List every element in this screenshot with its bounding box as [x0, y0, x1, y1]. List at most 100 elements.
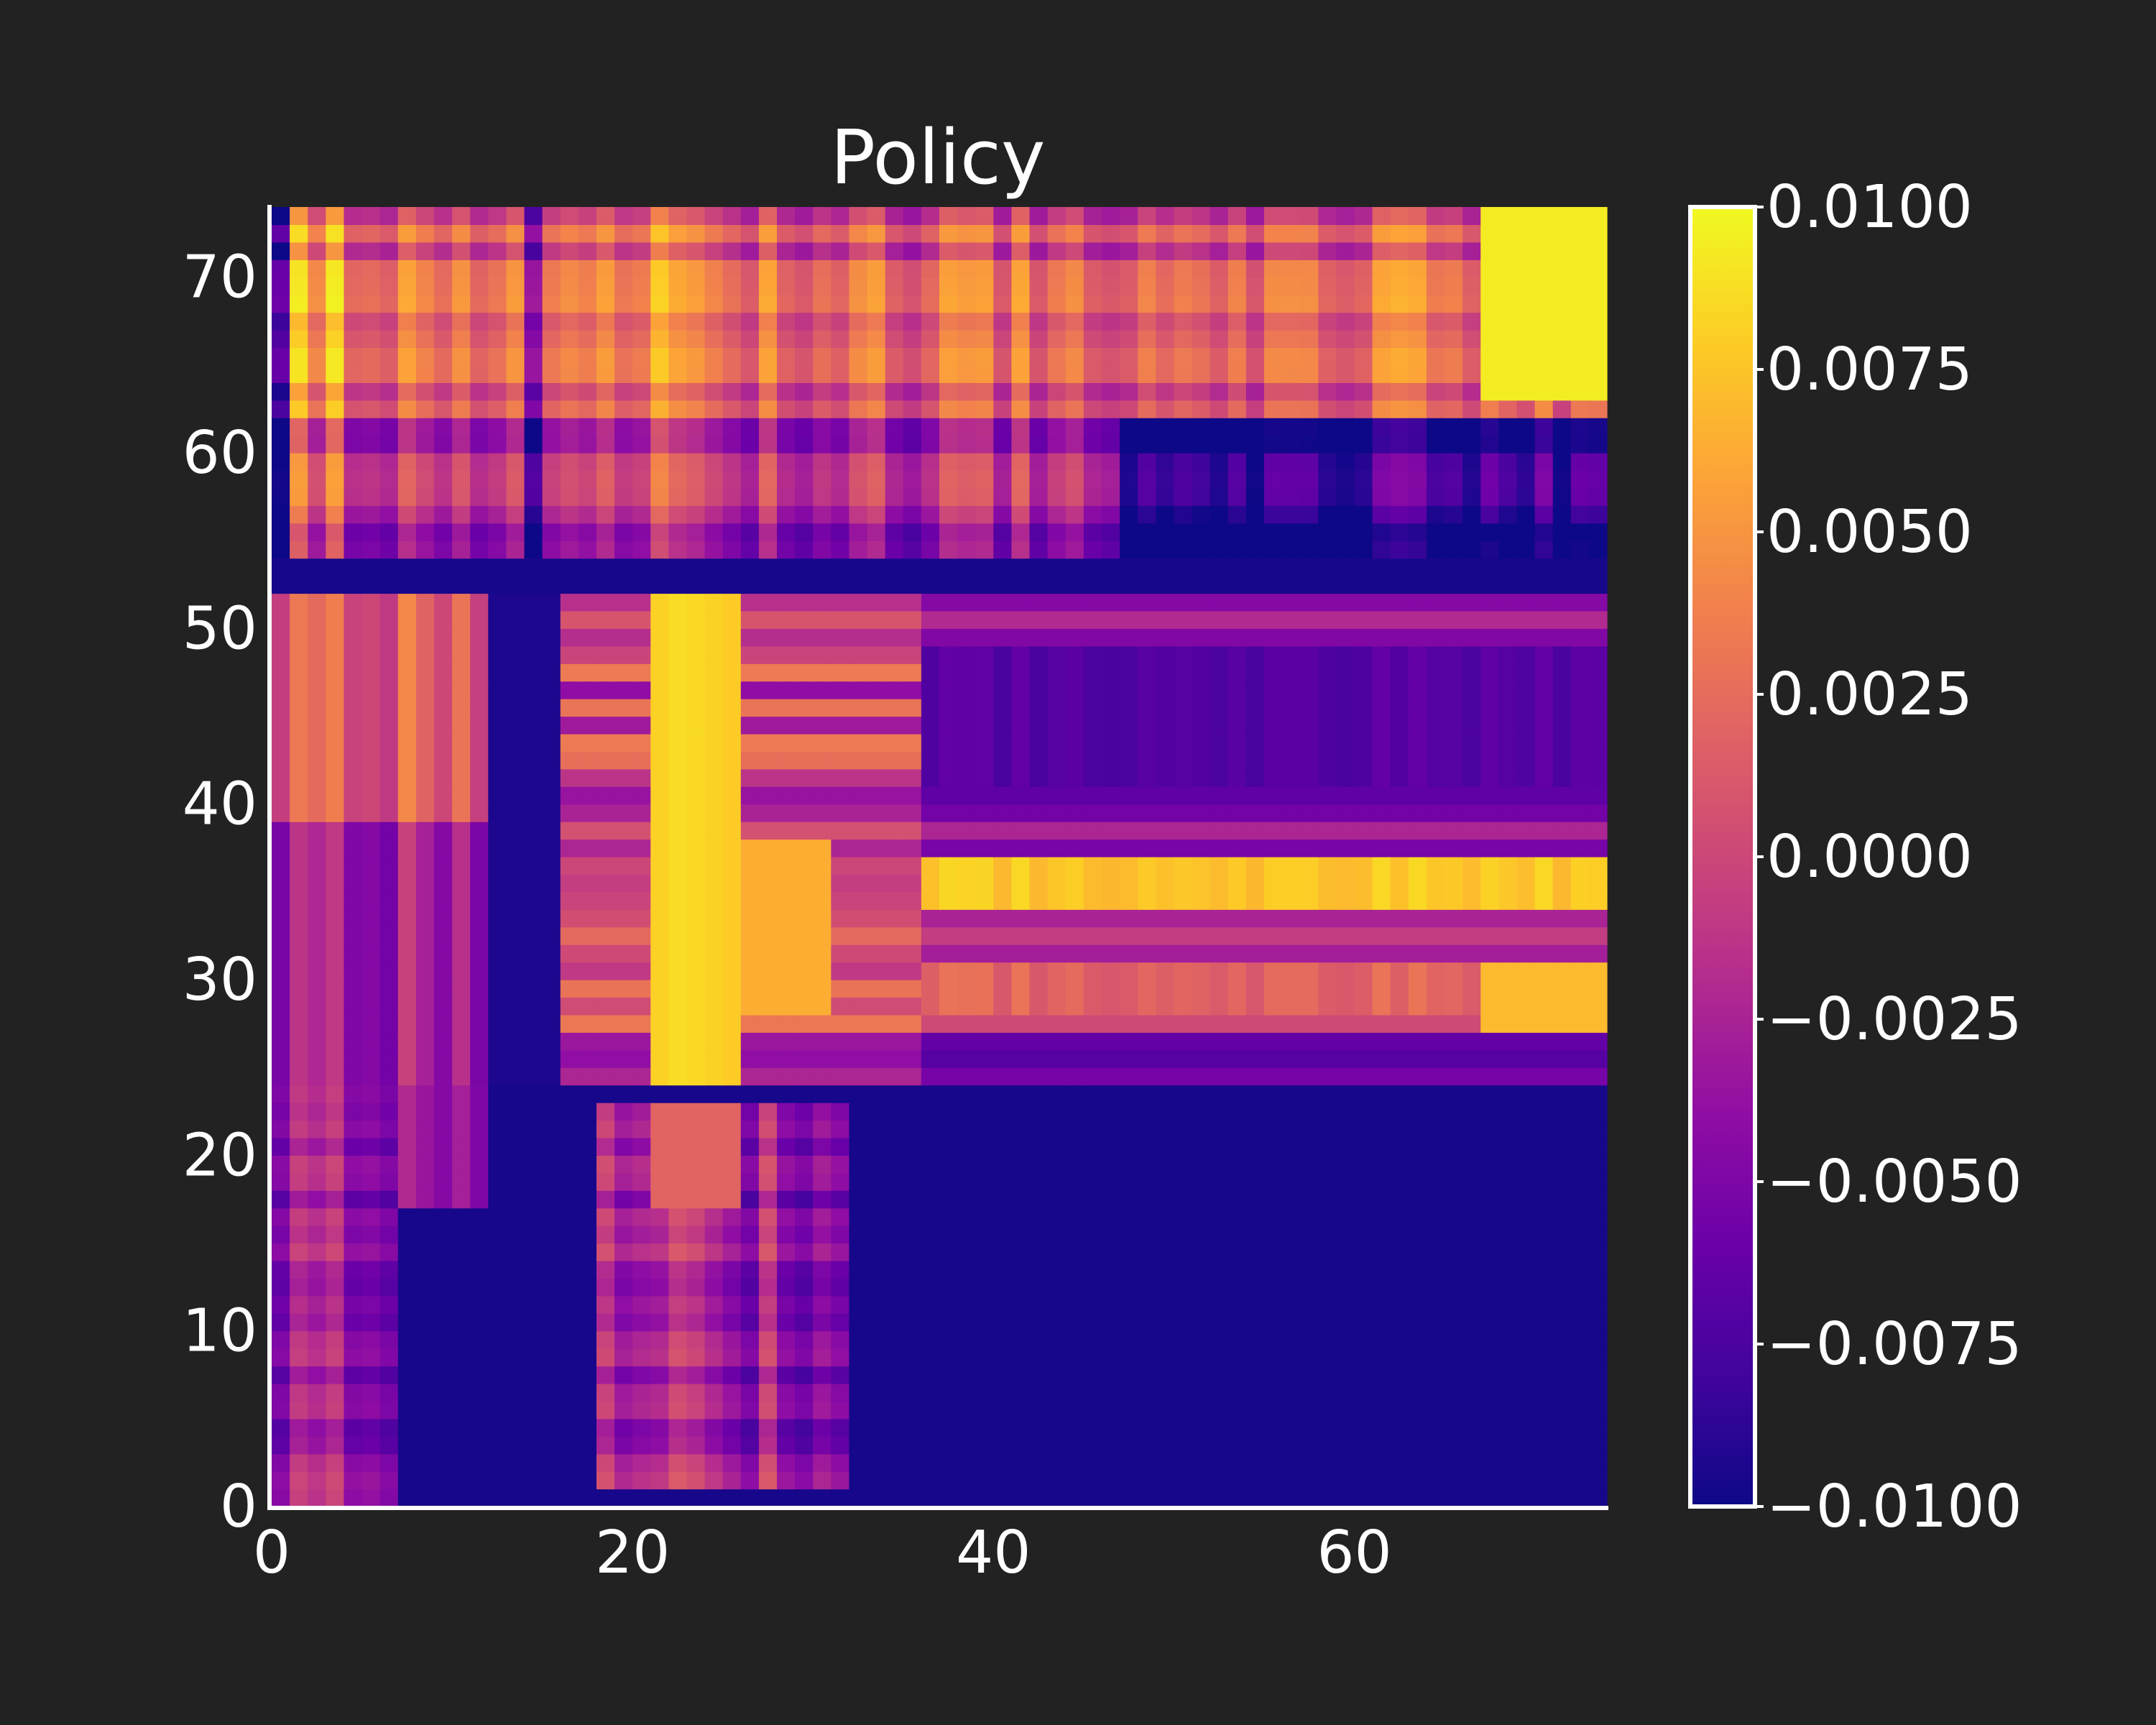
heatmap-cell: [1065, 470, 1084, 489]
heatmap-cell: [1462, 558, 1481, 576]
heatmap-cell: [397, 1137, 417, 1156]
heatmap-cell: [1156, 980, 1175, 998]
heatmap-cell: [740, 804, 760, 822]
heatmap-cell: [326, 628, 345, 647]
heatmap-cell: [1498, 610, 1518, 629]
heatmap-cell: [488, 540, 507, 559]
heatmap-cell: [1083, 716, 1102, 735]
heatmap-cell: [758, 576, 778, 594]
heatmap-cell: [831, 1137, 850, 1156]
heatmap-cell: [650, 453, 669, 472]
heatmap-cell: [1120, 663, 1138, 682]
heatmap-cell: [379, 1067, 399, 1086]
heatmap-cell: [1263, 576, 1283, 594]
heatmap-cell: [668, 1103, 688, 1121]
heatmap-cell: [524, 1225, 543, 1244]
heatmap-cell: [560, 487, 579, 506]
heatmap-cell: [903, 857, 922, 875]
heatmap-cell: [1336, 1401, 1355, 1420]
heatmap-cell: [1065, 857, 1084, 875]
heatmap-cell: [1120, 751, 1138, 770]
heatmap-cell: [1588, 505, 1608, 524]
heatmap-cell: [1354, 576, 1373, 594]
heatmap-cell: [1192, 593, 1211, 612]
heatmap-cell: [326, 944, 345, 963]
heatmap-cell: [578, 1137, 597, 1156]
heatmap-cell: [1516, 1243, 1536, 1261]
heatmap-cell: [1047, 857, 1067, 875]
heatmap-cell: [1372, 453, 1391, 472]
heatmap-cell: [1227, 980, 1247, 998]
heatmap-cell: [1138, 645, 1156, 664]
heatmap-cell: [975, 1278, 994, 1297]
heatmap-cell: [578, 716, 597, 735]
heatmap-cell: [452, 435, 471, 454]
heatmap-cell: [1156, 330, 1175, 349]
heatmap-cell: [1156, 1489, 1175, 1507]
heatmap-cell: [1445, 1032, 1463, 1051]
heatmap-cell: [1156, 1295, 1175, 1314]
heatmap-cell: [1083, 962, 1102, 980]
heatmap-cell: [1445, 1295, 1463, 1314]
heatmap-cell: [831, 997, 850, 1016]
heatmap-cell: [1318, 593, 1337, 612]
heatmap-cell: [1263, 909, 1283, 928]
heatmap-cell: [470, 786, 489, 805]
heatmap-cell: [1083, 1436, 1102, 1455]
heatmap-cell: [831, 980, 850, 998]
heatmap-cell: [361, 839, 381, 857]
heatmap-cell: [1192, 751, 1211, 770]
heatmap-cell: [1516, 1137, 1536, 1156]
heatmap-cell: [1588, 1014, 1608, 1033]
heatmap-cell: [849, 1103, 868, 1121]
heatmap-cell: [903, 733, 922, 752]
heatmap-cell: [1552, 804, 1572, 822]
heatmap-cell: [596, 1103, 615, 1121]
heatmap-cell: [596, 839, 615, 857]
heatmap-cell: [831, 1208, 850, 1226]
heatmap-cell: [1408, 418, 1427, 436]
heatmap-cell: [1588, 839, 1608, 857]
heatmap-cell: [849, 1295, 868, 1314]
heatmap-cell: [1282, 1032, 1301, 1051]
heatmap-cell: [795, 891, 814, 910]
heatmap-cell: [777, 1313, 796, 1332]
heatmap-cell: [1065, 1330, 1084, 1349]
heatmap-cell: [433, 505, 453, 524]
heatmap-cell: [777, 1348, 796, 1367]
heatmap-cell: [668, 980, 688, 998]
heatmap-cell: [524, 1243, 543, 1261]
heatmap-cell: [290, 1418, 308, 1437]
heatmap-cell: [1047, 1032, 1067, 1051]
heatmap-cell: [686, 576, 706, 594]
heatmap-cell: [1462, 980, 1481, 998]
heatmap-cell: [361, 1383, 381, 1402]
heatmap-cell: [524, 1085, 543, 1103]
heatmap-cell: [1101, 804, 1120, 822]
heatmap-cell: [1534, 435, 1554, 454]
heatmap-cell: [1390, 558, 1409, 576]
heatmap-cell: [415, 1418, 435, 1437]
heatmap-cell: [596, 716, 615, 735]
heatmap-cell: [777, 681, 796, 699]
heatmap-cell: [1426, 505, 1445, 524]
heatmap-cell: [1083, 733, 1102, 752]
heatmap-cell: [326, 330, 345, 349]
heatmap-cell: [1156, 487, 1175, 506]
heatmap-cell: [758, 663, 778, 682]
heatmap-cell: [704, 1190, 724, 1209]
heatmap-cell: [596, 1348, 615, 1367]
heatmap-cell: [849, 962, 868, 980]
heatmap-cell: [290, 418, 308, 436]
heatmap-cell: [560, 1225, 579, 1244]
heatmap-cell: [433, 1366, 453, 1384]
heatmap-cell: [1227, 1225, 1247, 1244]
heatmap-cell: [1174, 645, 1193, 664]
heatmap-cell: [885, 1366, 904, 1384]
heatmap-cell: [921, 540, 940, 559]
heatmap-cell: [415, 1155, 435, 1174]
heatmap-cell: [524, 699, 543, 717]
heatmap-cell: [975, 980, 994, 998]
heatmap-cell: [1227, 382, 1247, 401]
heatmap-cell: [993, 347, 1013, 366]
